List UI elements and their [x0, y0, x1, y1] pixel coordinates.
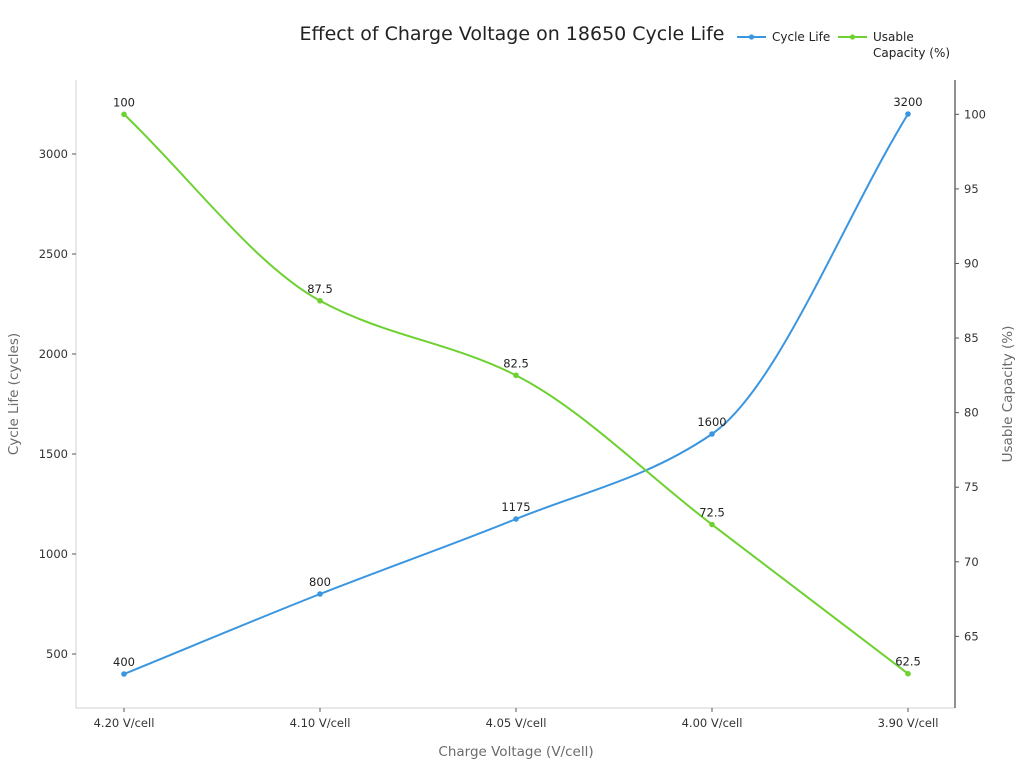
cycle-life-point — [121, 671, 127, 677]
usable-capacity-point — [121, 111, 127, 118]
y2-tick-label: 65 — [964, 629, 979, 643]
cycle-life-point — [513, 516, 519, 522]
y-tick-label: 3000 — [39, 147, 68, 161]
usable-capacity-data-label: 87.5 — [307, 282, 333, 296]
usable-capacity-point — [317, 297, 323, 304]
x-axis-title: Charge Voltage (V/cell) — [438, 744, 593, 760]
usable-capacity-legend-label: Usable — [873, 30, 914, 44]
y-axis-title: Cycle Life (cycles) — [6, 333, 22, 455]
usable-capacity-point — [709, 521, 715, 528]
x-tick-label: 4.05 V/cell — [486, 716, 547, 730]
y-tick-label: 1000 — [39, 547, 68, 561]
y-tick-label: 2500 — [39, 247, 68, 261]
data-labels: 400 800 1175 1600 3200 100 87.5 82.5 72.5 62.5 — [113, 95, 923, 669]
y2-tick-label: 80 — [964, 406, 979, 420]
chart-title: Effect of Charge Voltage on 18650 Cycle … — [300, 23, 725, 45]
y-tick-label: 2000 — [39, 347, 68, 361]
cycle-life-data-label: 3200 — [893, 95, 922, 109]
y2-tick-label: 90 — [964, 256, 979, 270]
x-tick-label: 4.00 V/cell — [682, 716, 743, 730]
usable-capacity-legend-marker — [849, 34, 856, 40]
usable-capacity-point — [513, 372, 519, 379]
usable-capacity-data-label: 72.5 — [699, 506, 725, 520]
y2-axis-title: Usable Capacity (%) — [1000, 326, 1016, 463]
cycle-life-data-label: 800 — [309, 575, 331, 589]
series-lines — [121, 111, 911, 677]
usable-capacity-data-label: 62.5 — [895, 655, 921, 669]
y2-tick-label: 100 — [964, 107, 986, 121]
cycle-life-line — [123, 113, 909, 675]
y2-tick-label: 70 — [964, 555, 979, 569]
x-tick-label: 4.20 V/cell — [94, 716, 155, 730]
cycle-life-point — [905, 111, 911, 117]
y2-tick-label: 95 — [964, 182, 979, 196]
legend: Cycle Life Usable Capacity (%) — [737, 30, 950, 60]
usable-capacity-line — [123, 113, 909, 675]
usable-capacity-data-label: 82.5 — [503, 356, 529, 370]
y2-tick-label: 85 — [964, 331, 979, 345]
cycle-life-data-label: 400 — [113, 655, 135, 669]
cycle-life-data-label: 1600 — [697, 415, 726, 429]
usable-capacity-data-label: 100 — [113, 95, 135, 109]
y2-tick-label: 75 — [964, 480, 979, 494]
y-tick-label: 500 — [46, 647, 68, 661]
x-tick-label: 4.10 V/cell — [290, 716, 351, 730]
y-tick-label: 1500 — [39, 447, 68, 461]
usable-capacity-point — [905, 670, 911, 677]
cycle-life-point — [317, 591, 323, 597]
cycle-life-legend-marker — [748, 34, 755, 40]
x-tick-label: 3.90 V/cell — [878, 716, 939, 730]
usable-capacity-legend-label: Capacity (%) — [873, 46, 950, 60]
cycle-life-point — [709, 431, 715, 437]
axes: 500 1000 1500 2000 2500 3000 65 70 75 80 85 90 95 100… — [39, 80, 986, 730]
cycle-life-legend-label: Cycle Life — [772, 30, 830, 44]
cycle-life-data-label: 1175 — [501, 500, 530, 514]
